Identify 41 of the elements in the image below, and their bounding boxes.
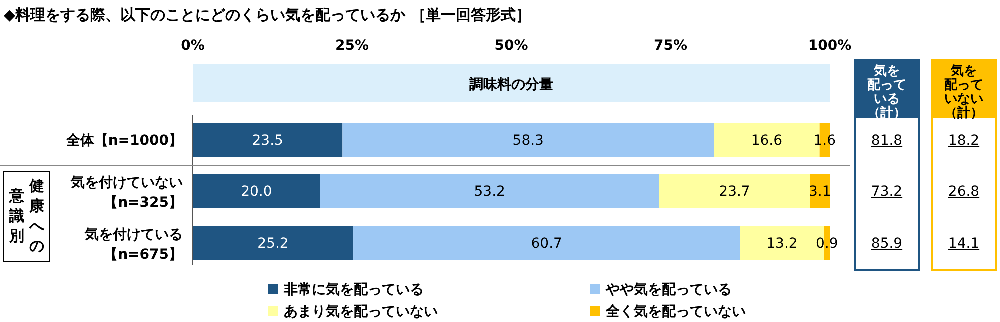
data-label: 23.7 — [719, 184, 750, 200]
legend-label: やや気を配っている — [605, 282, 732, 298]
data-label: 20.0 — [241, 184, 272, 200]
y-tick-label: 気を付けていない【n=325】 — [70, 175, 183, 211]
data-label: 16.6 — [751, 133, 783, 149]
bar — [659, 174, 810, 208]
bar — [193, 123, 343, 157]
text: 85.9 — [871, 236, 903, 252]
text: 気を配っていない（計） — [944, 64, 984, 121]
bar — [342, 123, 714, 157]
data-label: 25.2 — [258, 236, 289, 252]
data-label: 13.2 — [766, 236, 798, 252]
text: 健康への — [29, 176, 45, 256]
text: 14.1 — [948, 236, 980, 252]
data-label: 23.5 — [252, 133, 284, 149]
x-tick-label: 75% — [654, 38, 688, 54]
y-tick-label: 全体【n=1000】 — [65, 133, 183, 149]
legend-label: あまり気を配っていない — [284, 304, 438, 320]
y-tick-label: 気を付けている【n=675】 — [84, 227, 183, 263]
data-label: 58.3 — [512, 133, 544, 149]
text: 意識別 — [9, 186, 25, 246]
x-tick-label: 50% — [494, 38, 528, 54]
x-tick-label: 100% — [808, 38, 852, 54]
data-label: 3.1 — [808, 184, 832, 200]
chart-title: ◆料理をする際、以下のことにどのくらい気を配っているか ［単一回答形式］ — [4, 6, 531, 24]
data-label: 1.6 — [814, 133, 836, 149]
bar — [320, 174, 660, 208]
text: 81.8 — [871, 133, 903, 149]
legend-label: 非常に気を配っている — [283, 282, 424, 298]
bar — [354, 226, 740, 260]
legend-label: 全く気を配っていない — [605, 304, 746, 320]
x-tick-label: 25% — [335, 38, 370, 54]
bar — [193, 226, 354, 260]
text: 73.2 — [871, 184, 903, 200]
data-label: 53.2 — [474, 184, 506, 200]
text: 18.2 — [948, 133, 980, 149]
data-label: 60.7 — [531, 236, 562, 252]
text: 調味料の分量 — [470, 76, 554, 93]
bar — [193, 174, 320, 208]
text: 26.8 — [948, 184, 980, 200]
x-tick-label: 0% — [181, 38, 205, 54]
